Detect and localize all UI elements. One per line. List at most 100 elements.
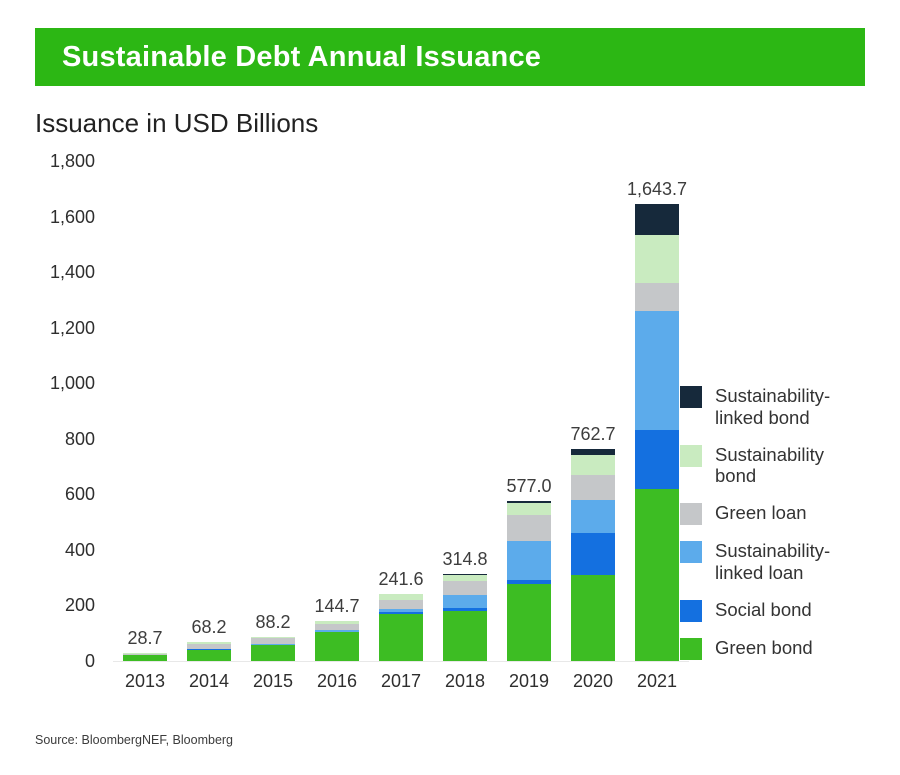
bar-stack (443, 573, 487, 661)
bar-segment-green-loan (379, 600, 423, 609)
bar-column-2014: 68.2 2014 (177, 161, 241, 691)
x-axis-tick-label: 2020 (572, 671, 614, 691)
bar-column-2015: 88.2 2015 (241, 161, 305, 691)
y-axis-tick-label: 1,000 (49, 373, 95, 394)
x-axis-tick-label: 2013 (124, 671, 166, 691)
source-attribution: Source: BloombergNEF, Bloomberg (35, 733, 234, 747)
bar-value-label: 762.7 (570, 424, 616, 445)
bar-segment-sustainability-bond (379, 594, 423, 601)
bar-segment-green-loan (251, 638, 295, 644)
bar-segment-sustainability-bond (123, 653, 167, 654)
bar-stack (315, 620, 359, 661)
bar-segment-sustainability-linked-bond (507, 500, 551, 503)
x-axis-tick-label: 2017 (380, 671, 422, 691)
bar-segment-green-loan (443, 581, 487, 595)
legend-swatch-icon (680, 599, 702, 622)
bar-segment-green-bond (635, 488, 679, 661)
y-axis-tick-label: 1,600 (49, 206, 95, 227)
bar-value-label: 1,643.7 (626, 179, 688, 200)
bar-segment-sustainability-bond (635, 234, 679, 284)
plot-area: 28.7 2013 68.2 2014 88.2 2015 144.7 2016 241.6 20… (113, 161, 689, 691)
bar-segment-sustainability-linked-loan (315, 629, 359, 632)
bar-segment-green-bond (379, 614, 423, 661)
chart-legend: Sustainability-linked bond Sustainability… (680, 385, 890, 675)
bar-value-label: 144.7 (314, 595, 360, 616)
legend-label: Sustainability-linked bond (715, 385, 831, 428)
bar-segment-green-loan (571, 475, 615, 500)
y-axis-tick-label: 600 (64, 484, 95, 505)
y-axis-tick-label: 0 (84, 651, 95, 671)
bar-segment-sustainability-bond (443, 574, 487, 582)
bar-segment-sustainability-linked-bond (635, 204, 679, 235)
bar-segment-social-bond (379, 611, 423, 615)
bar-segment-green-loan (187, 643, 231, 649)
bar-segment-green-bond (187, 649, 231, 661)
legend-label: Sustainability-linked loan (715, 540, 831, 584)
bar-segment-sustainability-linked-bond (443, 573, 487, 575)
legend-item-green-loan: Green loan (680, 502, 890, 526)
bar-segment-sustainability-bond (187, 642, 231, 644)
bar-segment-social-bond (315, 631, 359, 633)
x-axis-tick-label: 2021 (636, 671, 678, 691)
bar-segment-social-bond (571, 533, 615, 575)
bar-segment-sustainability-bond (251, 636, 295, 639)
bar-segment-green-bond (251, 645, 295, 661)
bar-segment-sustainability-linked-loan (507, 541, 551, 580)
bar-segment-green-bond (443, 611, 487, 661)
bar-segment-social-bond (187, 649, 231, 650)
y-axis-tick-label: 800 (64, 428, 95, 449)
bar-column-2019: 577.0 2019 (497, 161, 561, 691)
bar-value-label: 88.2 (255, 611, 291, 632)
bar-segment-green-loan (315, 623, 359, 630)
y-axis-tick-label: 200 (64, 595, 95, 616)
y-axis-tick-label: 1,800 (49, 151, 95, 171)
bar-stack (251, 636, 295, 661)
legend-item-green-bond: Green bond (680, 637, 890, 660)
bar-value-label: 314.8 (442, 548, 488, 569)
bar-segment-green-bond (315, 632, 359, 661)
bar-segment-sustainability-bond (507, 502, 551, 516)
legend-item-sustainability-bond: Sustainability bond (680, 444, 890, 488)
bar-column-2016: 144.7 2016 (305, 161, 369, 691)
y-axis-tick-label: 1,400 (49, 262, 95, 283)
legend-label: Green bond (715, 636, 813, 658)
x-axis-tick-label: 2018 (444, 671, 486, 691)
bar-segment-sustainability-linked-loan (187, 648, 231, 650)
legend-label: Social bond (715, 598, 812, 620)
bar-segment-sustainability-linked-bond (571, 449, 615, 455)
bar-segment-sustainability-bond (315, 621, 359, 624)
y-axis: 0 200 400 600 800 1,000 1,200 1,400 1,600 1,800 (35, 151, 95, 671)
x-axis-tick-label: 2014 (188, 671, 230, 691)
y-axis-tick-label: 1,200 (49, 317, 95, 338)
bar-stack (507, 500, 551, 661)
bar-segment-social-bond (507, 579, 551, 585)
bar-segment-green-loan (123, 653, 167, 656)
bar-segment-sustainability-linked-loan (571, 499, 615, 534)
legend-item-social-bond: Social bond (680, 599, 890, 622)
legend-label: Green loan (715, 502, 807, 524)
bar-stack (571, 449, 615, 661)
bar-segment-green-bond (507, 584, 551, 661)
bar-segment-green-loan (507, 515, 551, 542)
bar-value-label: 68.2 (191, 617, 227, 638)
legend-swatch-icon (680, 503, 702, 526)
bar-segment-sustainability-linked-loan (251, 643, 295, 645)
legend-swatch-icon (680, 637, 702, 660)
page-title: Sustainable Debt Annual Issuance (62, 40, 542, 73)
x-axis-tick-label: 2019 (508, 671, 550, 691)
bar-segment-social-bond (635, 430, 679, 489)
bar-stack (187, 642, 231, 661)
legend-swatch-icon (680, 444, 702, 467)
bar-value-label: 241.6 (378, 568, 424, 589)
bar-value-label: 577.0 (506, 475, 552, 496)
bar-value-label: 28.7 (127, 628, 163, 649)
x-axis-tick-label: 2016 (316, 671, 358, 691)
legend-swatch-icon (680, 386, 702, 408)
bar-column-2018: 314.8 2018 (433, 161, 497, 691)
bar-stack (379, 593, 423, 661)
bar-segment-green-bond (123, 655, 167, 661)
bar-segment-social-bond (251, 644, 295, 646)
bar-segment-sustainability-linked-loan (379, 608, 423, 612)
chart-subtitle: Issuance in USD Billions (35, 108, 319, 138)
